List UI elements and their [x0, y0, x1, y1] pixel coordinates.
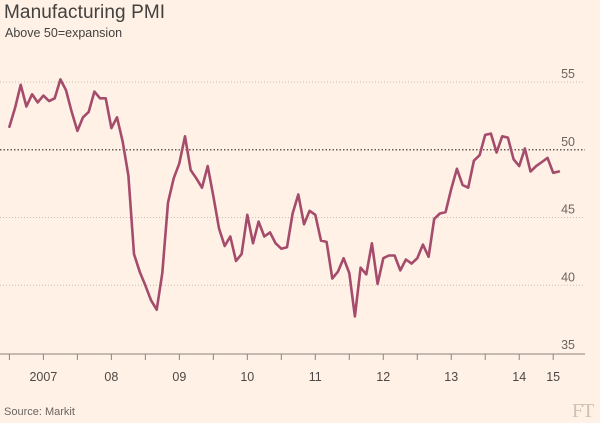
y-tick-label-45: 45	[561, 203, 575, 217]
x-axis: 2007 08 09 10 11 12 13 14 15	[0, 354, 585, 384]
y-tick-label-35: 35	[561, 338, 575, 352]
x-tick-label-09: 09	[172, 370, 186, 384]
x-tick-label-08: 08	[104, 370, 118, 384]
x-tick-label-2007: 2007	[29, 370, 57, 384]
y-tick-label-40: 40	[561, 270, 575, 284]
x-tick-label-10: 10	[240, 370, 254, 384]
x-tick-label-12: 12	[376, 370, 390, 384]
series-line-0	[9, 79, 559, 316]
y-tick-label-50: 50	[561, 135, 575, 149]
x-tick-label-15: 15	[546, 370, 560, 384]
series-layer	[9, 79, 559, 316]
x-tick-label-14: 14	[512, 370, 526, 384]
x-tick-label-11: 11	[309, 370, 322, 384]
ft-logo: FT	[572, 400, 593, 423]
x-tick-label-13: 13	[444, 370, 458, 384]
y-tick-label-55: 55	[561, 67, 575, 81]
source-note: Source: Markit	[4, 406, 75, 418]
